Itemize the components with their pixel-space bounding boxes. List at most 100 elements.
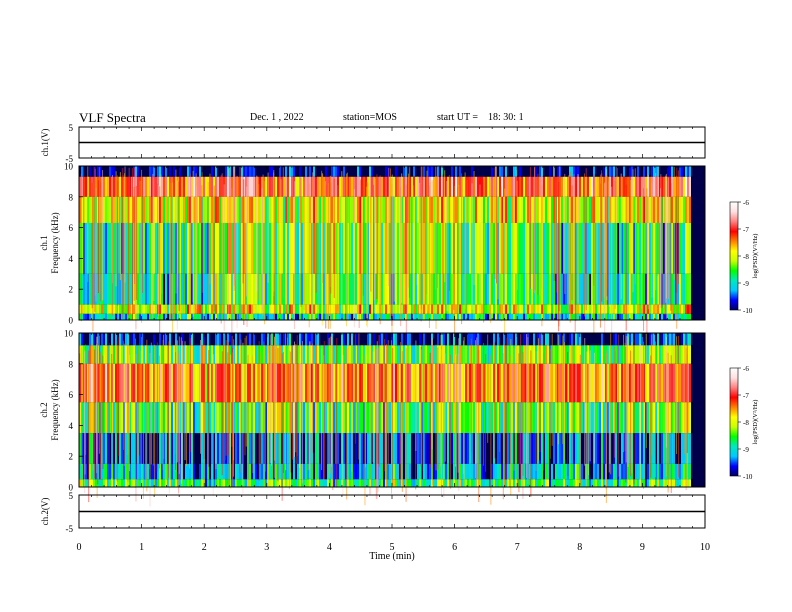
spectrogram-cell xyxy=(647,463,649,480)
spectrogram-cell xyxy=(607,479,609,487)
spectrogram-cell xyxy=(341,402,343,434)
spectrogram-cell xyxy=(189,313,191,320)
spectrogram-cell xyxy=(361,273,363,305)
spectrogram-cell xyxy=(429,166,431,177)
sferic-streak xyxy=(167,341,169,479)
spectrogram-cell xyxy=(637,304,639,314)
sferic-streak xyxy=(307,345,309,471)
sferic-streak xyxy=(242,175,244,284)
spectrogram-cell xyxy=(683,313,685,320)
spectrogram-cell xyxy=(263,273,265,305)
spectrogram-cell xyxy=(131,433,133,464)
spectrogram-cell xyxy=(397,304,399,314)
spectrogram-cell xyxy=(639,345,641,364)
spectrogram-cell xyxy=(253,222,255,274)
spectrogram-cell xyxy=(107,363,109,403)
spectrogram-cell xyxy=(609,166,611,177)
sferic-streak xyxy=(490,354,492,505)
spectrogram-cell xyxy=(517,463,519,480)
spectrogram-cell xyxy=(169,273,171,305)
spectrogram-cell xyxy=(489,479,491,487)
spectrogram-cell xyxy=(171,345,173,364)
spectrogram-cell xyxy=(149,313,151,320)
spectrogram-cell xyxy=(427,463,429,480)
spectrogram-cell xyxy=(265,345,267,364)
spectrogram-cell xyxy=(591,196,593,223)
spectrogram-cell xyxy=(615,313,617,320)
spectrogram-cell xyxy=(441,196,443,223)
spectrogram-cell xyxy=(305,273,307,305)
spectrogram-cell xyxy=(671,176,673,197)
spectrogram-cell xyxy=(495,479,497,487)
spectrogram-cell xyxy=(581,345,583,364)
spectrogram-cell xyxy=(263,176,265,197)
spectrogram-cell xyxy=(271,166,273,177)
spectrogram-cell xyxy=(283,273,285,305)
spectrogram-cell xyxy=(179,363,181,403)
spectrogram-cell xyxy=(685,196,687,223)
spectrogram-cell xyxy=(451,222,453,274)
spectrogram-cell xyxy=(355,463,357,480)
spectrogram-cell xyxy=(597,273,599,305)
spectrogram-cell xyxy=(193,304,195,314)
sferic-streak xyxy=(115,171,117,287)
spectrogram-cell xyxy=(537,402,539,434)
spectrogram-cell xyxy=(637,313,639,320)
spectrogram-cell xyxy=(333,166,335,177)
spectrogram-cell xyxy=(255,273,257,305)
spectrogram-cell xyxy=(385,222,387,274)
spectrogram-cell xyxy=(689,176,691,197)
spectrogram-cell xyxy=(687,313,689,320)
spectrogram-cell xyxy=(273,479,275,487)
spectrogram-cell xyxy=(233,313,235,320)
spectrogram-cell xyxy=(147,196,149,223)
spectrogram-cell xyxy=(621,313,623,320)
spectrogram-cell xyxy=(407,273,409,305)
spectrogram-cell xyxy=(613,273,615,305)
spectrogram-cell xyxy=(429,463,431,480)
spectrogram-cell xyxy=(509,196,511,223)
spectrogram-cell xyxy=(229,196,231,223)
spectrogram-cell xyxy=(553,363,555,403)
spectrogram-cell xyxy=(357,463,359,480)
spectrogram-cell xyxy=(165,304,167,314)
sferic-streak xyxy=(342,355,344,495)
spectrogram-cell xyxy=(299,273,301,305)
spectrogram-cell xyxy=(121,176,123,197)
spectrogram-cell xyxy=(169,166,171,177)
spectrogram-cell xyxy=(563,363,565,403)
spectrogram-cell xyxy=(669,463,671,480)
spectrogram-cell xyxy=(589,176,591,197)
spectrogram-cell xyxy=(631,222,633,274)
spectrogram-cell xyxy=(339,304,341,314)
spectrogram-cell xyxy=(471,345,473,364)
spectrogram-cell xyxy=(587,479,589,487)
spectrogram-cell xyxy=(147,345,149,364)
spectrogram-cell xyxy=(115,463,117,480)
spectrogram-cell xyxy=(685,222,687,274)
spectrogram-cell xyxy=(461,363,463,403)
spectrogram-cell xyxy=(219,402,221,434)
spectrogram-cell xyxy=(193,363,195,403)
spectrogram-cell xyxy=(123,176,125,197)
spectrogram-cell xyxy=(413,196,415,223)
spectrogram-cell xyxy=(539,479,541,487)
sferic-streaks xyxy=(80,166,679,339)
spectrogram-cell xyxy=(103,433,105,464)
spectrogram-cell xyxy=(535,313,537,320)
spectrogram-cell xyxy=(109,196,111,223)
spectrogram-cell xyxy=(533,363,535,403)
spectrogram-cell xyxy=(629,176,631,197)
spectrogram-cell xyxy=(155,313,157,320)
sferic-streak xyxy=(308,183,310,328)
spectrogram-cell xyxy=(439,176,441,197)
spectrogram-cell xyxy=(531,313,533,320)
spectrogram-cell xyxy=(529,313,531,320)
spectrogram-cell xyxy=(155,273,157,305)
spectrogram-cell xyxy=(667,333,669,346)
sferic-streak xyxy=(391,340,393,494)
spectrogram-cell xyxy=(353,463,355,480)
sferic-streak xyxy=(256,175,258,292)
spectrogram-cell xyxy=(523,222,525,274)
spectrogram-cell xyxy=(319,304,321,314)
